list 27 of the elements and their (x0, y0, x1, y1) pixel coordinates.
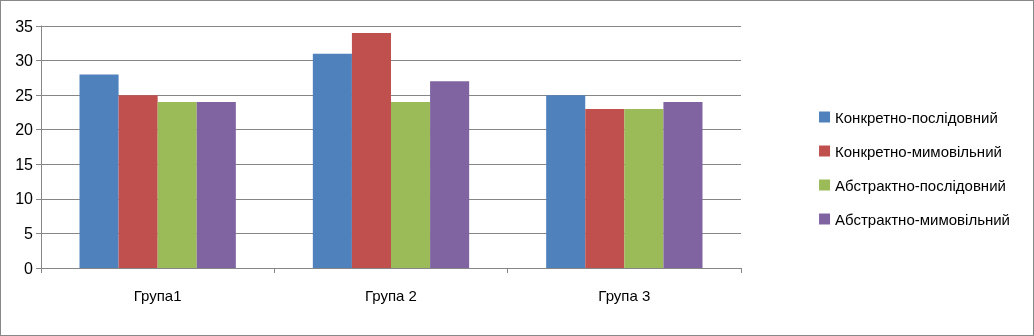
y-tick-label: 0 (24, 259, 34, 277)
bar (118, 95, 158, 268)
y-tick-label: 5 (24, 224, 34, 242)
bar (624, 108, 664, 268)
y-tick-label: 15 (15, 155, 34, 173)
bar (196, 102, 236, 268)
y-tick-label: 30 (15, 52, 34, 70)
bar (391, 102, 431, 268)
bar (351, 32, 391, 268)
legend-label: Абстрактно-мимовільний (835, 210, 1011, 228)
bar (663, 102, 703, 268)
legend-label: Конкретно-мимовільний (835, 142, 1002, 160)
y-tick-label: 35 (15, 17, 34, 35)
x-tick-label: Група 2 (365, 287, 417, 304)
y-tick-label: 10 (15, 190, 34, 208)
bar (157, 102, 197, 268)
y-tick-label: 25 (15, 86, 34, 104)
y-tick-label: 20 (15, 121, 34, 139)
bar (312, 53, 352, 268)
x-tick-label: Група 3 (598, 287, 651, 304)
legend-label: Конкретно-послідовний (835, 108, 998, 126)
bar (585, 108, 625, 268)
legend-label: Абстрактно-послідовний (835, 176, 1006, 194)
bar (546, 95, 586, 268)
x-tick-label: Група1 (133, 287, 182, 304)
bar (79, 74, 119, 268)
bar (430, 81, 470, 268)
